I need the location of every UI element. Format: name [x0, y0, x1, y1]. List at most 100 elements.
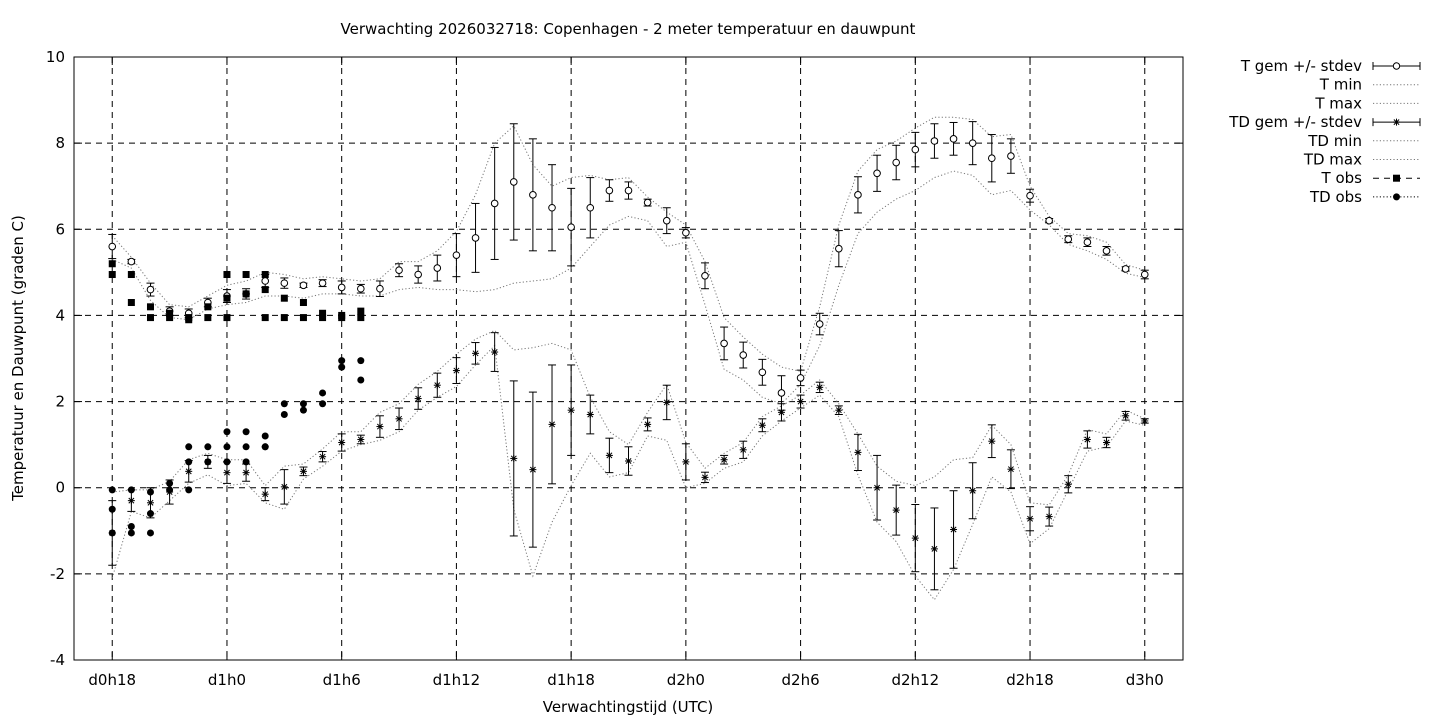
series-line-t-max: [111, 116, 1145, 372]
data-point: [662, 216, 671, 225]
data-point: [146, 314, 154, 322]
data-point: [108, 505, 116, 513]
data-point: [605, 451, 613, 459]
data-point: [242, 443, 250, 451]
data-point: [701, 272, 709, 280]
data-point: [108, 260, 116, 268]
data-point: [319, 314, 327, 322]
data-point: [911, 534, 919, 542]
data-point: [854, 191, 862, 199]
legend-item: TD obs: [1309, 188, 1420, 206]
data-point: [1045, 216, 1053, 225]
legend-marker: [1392, 62, 1401, 70]
data-point: [204, 314, 212, 322]
legend-label: TD max: [1303, 151, 1362, 169]
data-point: [1103, 438, 1111, 446]
data-point: [127, 271, 135, 279]
data-point: [338, 357, 346, 365]
data-point: [299, 299, 307, 307]
x-tick-label: d1h18: [547, 671, 595, 689]
data-point: [376, 284, 384, 293]
x-tick-label: d2h6: [782, 671, 820, 689]
data-point: [567, 406, 575, 414]
data-point: [433, 381, 441, 389]
data-point: [185, 486, 193, 494]
data-point: [682, 228, 690, 237]
data-point: [185, 443, 193, 451]
data-point: [987, 154, 996, 163]
data-point: [529, 466, 537, 474]
data-point: [490, 199, 499, 208]
data-point: [299, 467, 307, 475]
data-point: [127, 522, 135, 530]
data-point: [758, 368, 767, 377]
data-point: [319, 389, 327, 397]
y-tick-label: 10: [46, 48, 65, 66]
x-tick-label: d1h0: [208, 671, 246, 689]
y-tick-label: -4: [50, 651, 65, 669]
data-point: [146, 499, 154, 507]
data-point: [185, 316, 193, 324]
x-tick-label: d2h12: [891, 671, 939, 689]
data-point: [204, 443, 212, 451]
y-tick-label: 4: [55, 306, 65, 324]
data-point: [108, 529, 116, 537]
data-point: [204, 458, 212, 466]
data-point: [643, 198, 652, 207]
data-point: [949, 135, 958, 143]
series-td-obs: [108, 357, 365, 537]
x-tick-label: d2h18: [1006, 671, 1054, 689]
data-point: [127, 529, 135, 537]
data-point: [624, 186, 633, 195]
data-point: [988, 437, 996, 445]
x-tick-label: d1h6: [323, 671, 361, 689]
x-axis-ticks: d0h18 d1h0 d1h6 d1h12 d1h18 d2h0 d2h6 d2h12 d2h1…: [88, 57, 1164, 689]
data-point: [797, 398, 805, 406]
data-point: [777, 408, 785, 416]
chart-title: Verwachting 2026032718: Copenhagen - 2 m…: [341, 20, 916, 38]
data-point: [299, 314, 307, 322]
data-point: [280, 410, 288, 418]
data-point: [567, 223, 575, 231]
data-point: [1007, 465, 1015, 473]
data-point: [280, 294, 288, 302]
data-point: [357, 376, 365, 384]
data-point: [1026, 191, 1034, 200]
plot-frame: [73, 56, 1184, 661]
data-point: [854, 448, 862, 456]
data-point: [146, 303, 154, 311]
grid-lines: [74, 57, 1183, 660]
data-point: [777, 389, 786, 397]
data-point: [433, 264, 442, 272]
legend-marker: [1393, 118, 1400, 126]
data-point: [146, 529, 154, 537]
legend-marker: [1393, 193, 1400, 201]
data-point: [452, 251, 461, 259]
data-point: [1083, 435, 1091, 443]
data-point: [510, 454, 518, 462]
y-tick-label: 8: [55, 134, 65, 152]
series-layer: [108, 116, 1149, 601]
data-point: [223, 428, 231, 436]
y-axis-ticks: -4 -2 0 2 4 6 8 10: [46, 48, 1183, 669]
data-point: [1140, 270, 1149, 279]
series-td-gem-stdev: [108, 332, 1149, 591]
x-tick-label: d3h0: [1126, 671, 1164, 689]
data-point: [395, 266, 403, 275]
data-point: [127, 257, 136, 266]
series-t-gem-stdev: [108, 121, 1149, 411]
data-point: [548, 420, 556, 428]
data-point: [357, 357, 365, 365]
data-point: [146, 488, 154, 496]
data-point: [1026, 515, 1034, 523]
data-point: [127, 497, 135, 505]
data-point: [739, 446, 747, 454]
data-point: [242, 428, 250, 436]
series-t-obs: [108, 260, 365, 324]
x-axis-label: Verwachtingstijd (UTC): [543, 698, 714, 716]
data-point: [1102, 247, 1111, 255]
data-point: [930, 137, 939, 145]
data-point: [146, 510, 154, 518]
data-point: [1122, 412, 1130, 420]
data-point: [758, 421, 766, 429]
